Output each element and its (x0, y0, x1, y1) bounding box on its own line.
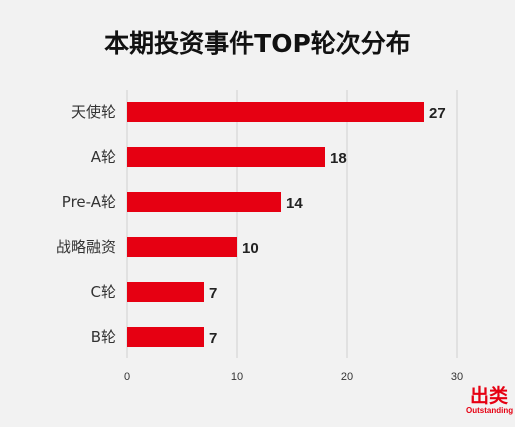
value-label: 7 (209, 285, 217, 302)
bar (127, 282, 204, 302)
category-label: B轮 (91, 328, 116, 346)
bar (127, 237, 237, 257)
labels-layer: 天使轮 27 A轮 18 Pre-A轮 14 战略融资 10 C轮 7 B轮 7 (56, 103, 446, 347)
category-label: 天使轮 (71, 103, 116, 121)
x-tick-label: 10 (231, 371, 243, 383)
category-label: Pre-A轮 (62, 193, 116, 211)
x-tick-label: 30 (451, 371, 463, 383)
value-label: 27 (429, 105, 446, 122)
chart-title: 本期投资事件TOP轮次分布 (104, 29, 411, 58)
brand-logo: 出类 Outstanding (466, 385, 514, 416)
value-label: 7 (209, 330, 217, 347)
bars-layer (127, 102, 424, 347)
logo-text-en: Outstanding (466, 406, 514, 415)
category-label: 战略融资 (56, 238, 116, 256)
x-tick-label: 0 (124, 371, 130, 383)
logo-text-cn: 出类 (469, 385, 508, 407)
value-label: 18 (330, 150, 347, 167)
category-label: A轮 (91, 148, 116, 166)
bar (127, 327, 204, 347)
bar (127, 147, 325, 167)
category-label: C轮 (91, 283, 116, 301)
grid-layer (126, 90, 458, 358)
x-tick-labels: 0 10 20 30 (124, 371, 463, 383)
value-label: 14 (286, 195, 303, 212)
bar (127, 192, 281, 212)
x-tick-label: 20 (341, 371, 353, 383)
value-label: 10 (242, 240, 259, 257)
bar (127, 102, 424, 122)
